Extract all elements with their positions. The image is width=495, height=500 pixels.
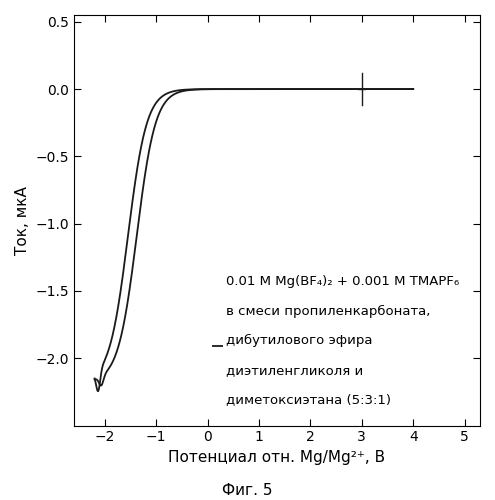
Text: диметоксиэтана (5:3:1): диметоксиэтана (5:3:1) [226,394,391,406]
X-axis label: Потенциал отн. Mg/Mg²⁺, В: Потенциал отн. Mg/Mg²⁺, В [168,450,386,465]
Text: 0.01 M Mg(BF₄)₂ + 0.001 M TMAPF₆: 0.01 M Mg(BF₄)₂ + 0.001 M TMAPF₆ [226,275,459,288]
Text: дибутилового эфира: дибутилового эфира [226,334,372,347]
Y-axis label: Ток, мкА: Ток, мкА [15,186,30,254]
Text: Фиг. 5: Фиг. 5 [222,483,273,498]
Text: в смеси пропиленкарбоната,: в смеси пропиленкарбоната, [226,304,430,318]
Text: диэтиленгликоля и: диэтиленгликоля и [226,364,363,376]
